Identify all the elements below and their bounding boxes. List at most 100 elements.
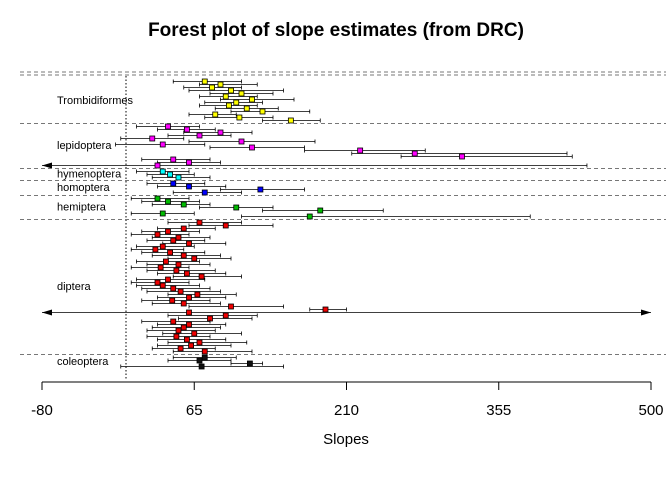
- estimate-marker: [322, 306, 329, 313]
- x-tick-label: 65: [186, 402, 203, 419]
- estimate-marker: [196, 132, 203, 139]
- chart-title: Forest plot of slope estimates (from DRC…: [148, 20, 524, 41]
- estimate-marker: [177, 288, 184, 295]
- estimate-marker: [194, 291, 201, 298]
- estimate-marker: [152, 246, 159, 253]
- estimate-marker: [222, 222, 229, 229]
- estimate-marker: [233, 204, 240, 211]
- group-label: hymenoptera: [57, 168, 122, 180]
- estimate-marker: [222, 312, 229, 319]
- arrow-head: [42, 309, 52, 316]
- arrow-head: [641, 309, 651, 316]
- estimate-marker: [180, 252, 187, 259]
- group-label: lepidoptera: [57, 140, 112, 152]
- estimate-marker: [169, 297, 176, 304]
- estimate-marker: [183, 126, 190, 133]
- estimate-marker: [173, 267, 180, 274]
- group-label: homoptera: [57, 182, 110, 194]
- estimate-marker: [246, 360, 253, 367]
- estimate-marker: [154, 195, 161, 202]
- estimate-marker: [154, 162, 161, 169]
- estimate-marker: [459, 153, 465, 160]
- estimate-marker: [287, 117, 294, 124]
- estimate-marker: [228, 303, 234, 310]
- estimate-marker: [306, 213, 313, 220]
- estimate-marker: [180, 225, 187, 232]
- x-axis-label: Slopes: [323, 431, 369, 448]
- group-label: hemiptera: [57, 201, 107, 213]
- estimate-marker: [243, 105, 250, 112]
- estimate-marker: [177, 345, 184, 352]
- estimate-marker: [183, 270, 190, 277]
- x-tick-label: -80: [31, 402, 53, 419]
- estimate-marker: [186, 240, 192, 247]
- estimate-marker: [212, 111, 219, 118]
- estimate-marker: [201, 348, 208, 355]
- estimate-marker: [201, 78, 208, 85]
- estimate-marker: [175, 327, 182, 334]
- estimate-marker: [198, 363, 205, 370]
- arrow-head: [42, 162, 52, 169]
- estimate-marker: [159, 282, 166, 289]
- estimate-marker: [167, 249, 174, 256]
- estimate-marker: [162, 258, 169, 265]
- estimate-marker: [165, 198, 171, 205]
- estimate-marker: [201, 354, 208, 361]
- estimate-marker: [188, 342, 195, 349]
- estimate-marker: [225, 102, 232, 109]
- estimate-marker: [170, 156, 177, 163]
- estimate-marker: [180, 324, 187, 331]
- estimate-marker: [175, 174, 182, 181]
- estimate-marker: [411, 150, 418, 157]
- estimate-marker: [165, 123, 171, 130]
- estimate-marker: [186, 183, 192, 190]
- estimate-marker: [222, 93, 229, 100]
- estimate-marker: [159, 141, 166, 148]
- estimate-marker: [191, 255, 198, 262]
- estimate-marker: [170, 285, 177, 292]
- estimate-marker: [186, 309, 192, 316]
- estimate-marker: [159, 168, 166, 175]
- group-label: Trombidiformes: [57, 95, 133, 107]
- x-tick-label: 210: [334, 402, 359, 419]
- x-tick-label: 355: [486, 402, 511, 419]
- estimate-marker: [233, 99, 240, 106]
- estimate-marker: [186, 159, 192, 166]
- estimate-marker: [186, 321, 192, 328]
- group-label: diptera: [57, 281, 92, 293]
- group-label: coleoptera: [57, 356, 109, 368]
- estimate-marker: [249, 96, 255, 103]
- estimate-marker: [201, 189, 208, 196]
- estimate-marker: [183, 336, 190, 343]
- estimate-marker: [170, 318, 177, 325]
- estimate-marker: [196, 219, 203, 226]
- estimate-marker: [196, 339, 203, 346]
- estimate-marker: [209, 84, 216, 91]
- estimate-marker: [165, 276, 171, 283]
- estimate-marker: [175, 234, 182, 241]
- estimate-marker: [175, 261, 182, 268]
- estimate-marker: [170, 237, 177, 244]
- estimate-marker: [257, 186, 264, 193]
- estimate-marker: [180, 201, 187, 208]
- estimate-marker: [154, 279, 161, 286]
- estimate-marker: [159, 243, 166, 250]
- estimate-marker: [191, 330, 198, 337]
- estimate-marker: [165, 228, 171, 235]
- estimate-marker: [157, 264, 164, 271]
- estimate-marker: [238, 138, 245, 145]
- estimate-marker: [186, 294, 192, 301]
- estimate-marker: [357, 147, 364, 154]
- estimate-marker: [217, 129, 224, 136]
- estimate-marker: [198, 273, 205, 280]
- estimate-marker: [249, 144, 255, 151]
- estimate-marker: [167, 171, 174, 178]
- estimate-marker: [196, 357, 203, 364]
- estimate-marker: [259, 108, 266, 115]
- estimate-marker: [154, 231, 161, 238]
- estimate-marker: [159, 210, 166, 217]
- estimate-marker: [236, 114, 243, 121]
- estimate-marker: [173, 333, 180, 340]
